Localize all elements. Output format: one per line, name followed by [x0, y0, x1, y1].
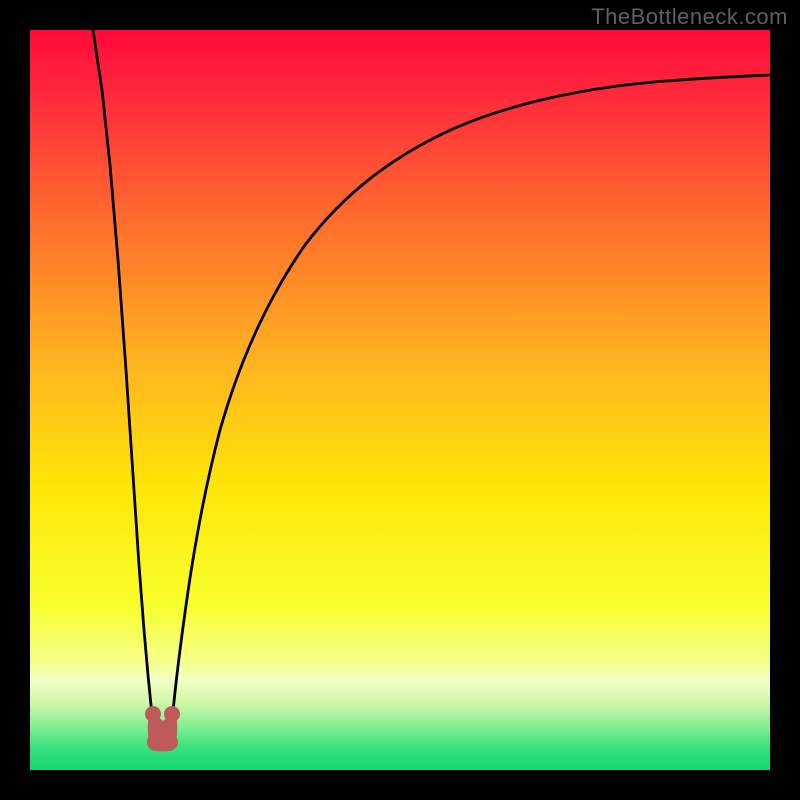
plot-background	[30, 30, 770, 770]
bottleneck-chart	[0, 0, 800, 800]
chart-container: TheBottleneck.com	[0, 0, 800, 800]
watermark-text: TheBottleneck.com	[591, 4, 788, 30]
